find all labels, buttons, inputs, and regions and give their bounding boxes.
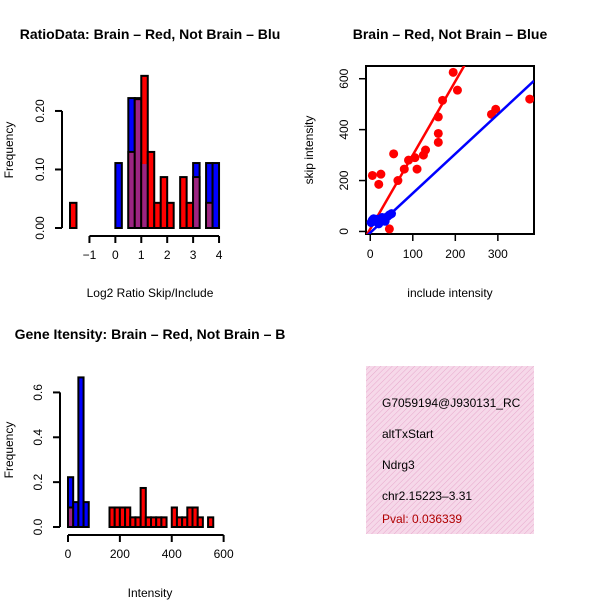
bar-overlap [207, 203, 212, 227]
gene-intensity-histogram-xlabel: Intensity [128, 586, 173, 600]
y-tick-label: 200 [337, 170, 351, 190]
bar-not-brain [114, 162, 123, 230]
x-tick-label: 100 [403, 247, 423, 261]
brain-point [433, 137, 443, 147]
ratio-histogram-xlabel: Log2 Ratio Skip/Include [87, 286, 214, 300]
y-tick-label: 400 [337, 119, 351, 139]
x-tick-label: 300 [488, 247, 508, 261]
pval-text: Pval: 0.036339 [382, 512, 462, 526]
bar-overlap [142, 164, 147, 227]
x-tick-label: 1 [138, 248, 145, 262]
brain-point [384, 224, 394, 234]
ratio-histogram-axes: −1 0 1 2 3 4 0.00 0.10 0.20 [33, 99, 223, 262]
bar-overlap [69, 508, 73, 526]
not-brain-fit-line [367, 79, 534, 234]
bar-not-brain [77, 376, 85, 528]
bar-brain [69, 201, 78, 229]
plot-frame [365, 65, 535, 235]
bar-overlap [129, 152, 134, 227]
probe-id-text: G7059194@J930131_RC [382, 396, 521, 410]
gene-intensity-histogram-panel: Gene Itensity: Brain – Red, Not Brain – … [2, 326, 285, 600]
ratio-histogram-panel: RatioData: Brain – Red, Not Brain – Blu … [2, 26, 280, 300]
brain-point [433, 128, 443, 138]
x-tick-label: 0 [65, 547, 72, 561]
bar-brain [196, 516, 204, 528]
brain-point [448, 67, 458, 77]
x-tick-label: 400 [162, 547, 182, 561]
y-tick-label: 0.6 [31, 384, 45, 401]
ratio-histogram-title: RatioData: Brain – Red, Not Brain – Blu [20, 26, 281, 42]
brain-point [491, 104, 501, 114]
y-tick-label: 0.10 [33, 157, 47, 181]
brain-point [389, 149, 399, 159]
intensity-scatter-title: Brain – Red, Not Brain – Blue [353, 26, 548, 42]
bar-brain [166, 201, 175, 229]
intensity-scatter-panel: Brain – Red, Not Brain – Blue 0 100 200 300… [302, 26, 548, 300]
intensity-scatter-ylabel: skip intensity [302, 116, 316, 185]
y-tick-label: 0.0 [31, 518, 45, 535]
y-tick-label: 0.4 [31, 429, 45, 446]
bar-not-brain [82, 501, 90, 528]
gene-info-background [366, 366, 534, 534]
ratio-histogram-ylabel: Frequency [2, 122, 16, 179]
gene-info-clip: G7059194@J930131_RC altTxStart Ndrg3 chr… [382, 396, 521, 526]
x-tick-label: −1 [83, 248, 97, 262]
gene-info-panel: G7059194@J930131_RC altTxStart Ndrg3 chr… [366, 366, 534, 534]
brain-point [525, 94, 534, 104]
bar-not-brain [211, 162, 221, 230]
brain-point [374, 179, 384, 189]
x-tick-label: 0 [367, 247, 374, 261]
x-tick-label: 600 [214, 547, 234, 561]
y-tick-label: 0.2 [31, 473, 45, 490]
gene-intensity-histogram-axes: 0 200 400 600 0.0 0.2 0.4 0.6 [31, 384, 234, 561]
brain-point [367, 170, 377, 180]
brain-point [412, 164, 422, 174]
brain-point [421, 145, 431, 155]
ratio-histogram-bars [69, 74, 221, 230]
brain-point [376, 169, 386, 179]
x-tick-label: 2 [164, 248, 171, 262]
x-tick-label: 200 [110, 547, 130, 561]
bar-brain [139, 486, 147, 528]
brain-point [452, 85, 462, 95]
gene-intensity-histogram-bars [67, 376, 215, 529]
y-tick-label: 0.00 [33, 216, 47, 240]
bar-brain [146, 150, 156, 229]
scatter-marks [366, 66, 534, 234]
x-tick-label: 0 [112, 248, 119, 262]
bar-overlap [194, 178, 199, 227]
gene-intensity-histogram-ylabel: Frequency [2, 422, 16, 479]
gene-intensity-histogram-title: Gene Itensity: Brain – Red, Not Brain – … [15, 326, 286, 342]
event-type-text: altTxStart [382, 427, 434, 441]
y-tick-label: 600 [337, 68, 351, 88]
bar-overlap [135, 100, 141, 227]
y-tick-label: 0 [337, 228, 351, 235]
x-tick-label: 200 [445, 247, 465, 261]
brain-fit-line [366, 66, 466, 234]
x-tick-label: 3 [190, 248, 197, 262]
gene-name-text: Ndrg3 [382, 458, 415, 472]
y-tick-label: 0.20 [33, 99, 47, 123]
intensity-scatter-plot: 0 100 200 300 0 200 400 600 [337, 65, 535, 261]
x-tick-label: 4 [216, 248, 223, 262]
bar-brain [160, 516, 168, 528]
bar-brain [207, 516, 215, 528]
intensity-scatter-xlabel: include intensity [407, 286, 492, 300]
location-text: chr2.15223–3.31 [382, 489, 472, 503]
